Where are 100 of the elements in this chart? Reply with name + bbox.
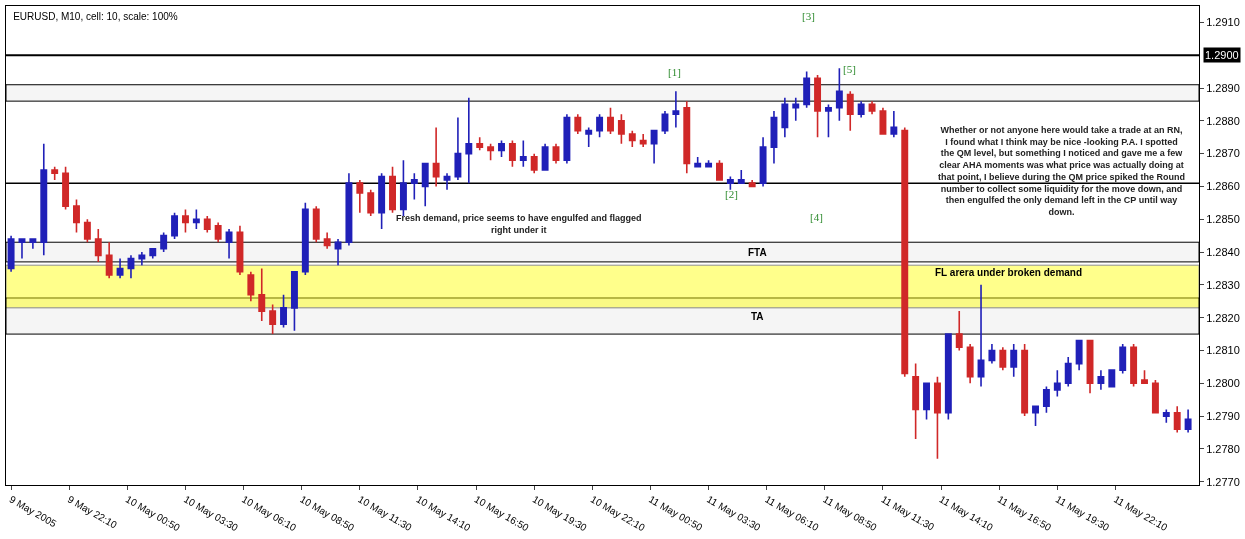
candlestick [236,225,244,276]
candlestick [94,228,102,263]
candlestick [280,293,288,329]
candlestick [421,162,429,207]
candlestick [596,113,604,139]
candlestick [901,126,909,378]
x-tick-label: 11 May 16:50 [995,493,1054,534]
candlestick [781,97,789,139]
candlestick [966,343,974,385]
candlestick [225,228,233,260]
candlestick [1053,369,1061,398]
candlestick [1097,369,1105,391]
candlestick [574,113,582,135]
candlestick [378,172,386,230]
candlestick [345,172,353,247]
candlestick [519,139,527,168]
candlestick [83,218,91,244]
candlestick [814,74,822,139]
y-tick-label: 1.2850 [1206,213,1240,226]
candlestick [650,129,658,165]
candlestick [639,133,647,148]
candlestick [563,113,571,165]
candlestick [116,257,124,280]
x-tick-label: 10 May 14:10 [414,493,473,534]
candlestick [1173,405,1181,434]
candlestick [1108,369,1116,388]
candlestick [181,208,189,234]
candlestick [247,270,255,303]
candlestick [1032,405,1039,427]
x-tick-label: 9 May 2005 [7,493,59,530]
y-tick-label: 1.2830 [1206,278,1240,291]
candlestick [944,333,952,421]
ref-line-label: 1.2900 [1205,49,1239,61]
candlestick [628,129,636,148]
candlestick [508,139,516,168]
candlestick [323,231,331,250]
x-tick-label: 9 May 22:10 [65,493,120,531]
candlestick [127,254,135,280]
candlestick [138,251,146,266]
candlestick [530,152,538,175]
y-tick-label: 1.2890 [1206,81,1240,94]
annotation: [3] [802,10,815,22]
candlestick [716,159,723,181]
candlestick [214,221,222,244]
candlestick [923,382,931,421]
y-tick-label: 1.2820 [1206,311,1240,324]
candlestick [389,165,396,214]
candlestick [585,126,593,148]
candlestick [7,234,15,273]
candlestick [846,90,854,132]
candlestick [1151,379,1159,414]
candlestick [454,116,462,181]
candlestick [955,310,963,352]
candlestick [1184,408,1192,434]
y-tick-label: 1.2860 [1206,180,1240,193]
candlestick [269,303,277,335]
candlestick [465,97,473,184]
candlestick [443,172,451,191]
candlestick [18,238,26,260]
annotation: Fresh demand, price seems to have engulfed and flagged right under it [396,213,642,235]
candlestick [803,70,811,109]
candlestick [705,159,713,168]
candlestick [1075,339,1083,371]
candlestick [171,211,179,240]
y-tick-label: 1.2800 [1206,377,1240,390]
candlestick [890,110,898,139]
candlestick [73,198,80,234]
candlestick [748,179,756,188]
candlestick [1042,385,1050,414]
candlestick [410,172,418,201]
candlestick [432,126,440,188]
annotation: [1] [668,66,681,78]
y-tick-label: 1.2780 [1206,442,1240,455]
annotation: [5] [843,63,856,75]
candlestick [203,215,211,234]
candlestick [356,179,364,214]
candlestick [29,238,37,250]
candlestick [105,241,113,280]
candlestick [1130,343,1138,388]
x-tick-label: 11 May 19:30 [1053,493,1112,534]
y-tick-label: 1.2870 [1206,147,1240,160]
x-tick-label: 10 May 00:50 [123,493,183,534]
x-tick-label: 11 May 11:30 [879,493,937,533]
x-tick-label: 10 May 11:30 [356,493,415,534]
candlestick [160,231,168,253]
candlestick [868,100,876,116]
y-tick-label: 1.2790 [1206,409,1240,422]
annotation: [2] [725,188,738,200]
candlestick [290,270,298,332]
candlestick [1064,356,1072,388]
y-tick-label: 1.2770 [1206,475,1240,488]
candlestick [672,90,680,129]
x-tick-label: 10 May 22:10 [588,493,648,534]
x-tick-label: 10 May 03:30 [181,493,241,534]
candlestick [258,267,266,322]
candlestick [62,165,70,211]
candlestick [149,247,157,260]
candlestick [977,284,985,388]
candlestick [1021,343,1029,417]
candlestick [607,106,614,135]
